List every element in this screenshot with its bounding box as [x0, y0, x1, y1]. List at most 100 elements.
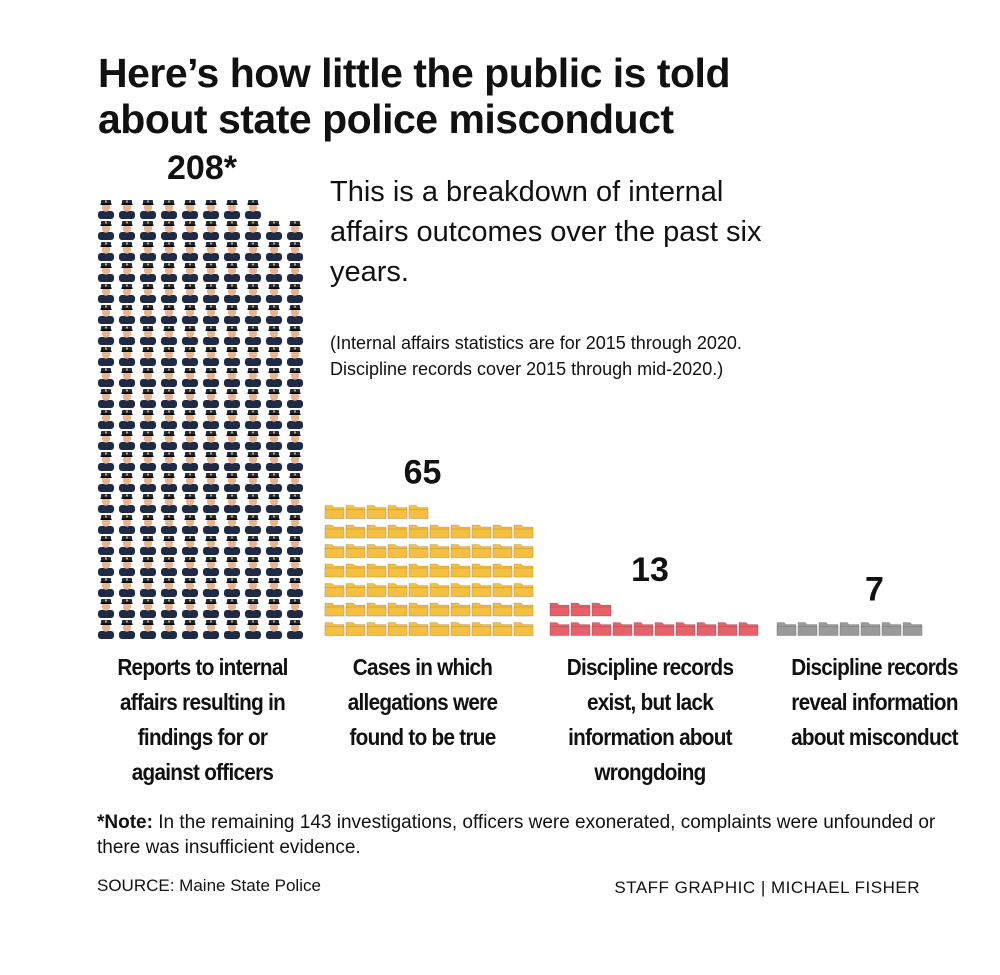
officer-badge [126, 368, 128, 371]
officer-visor [184, 308, 196, 310]
officer-body [224, 316, 240, 324]
officer-face [122, 392, 132, 401]
officer-face [185, 329, 195, 338]
officer-visor [121, 602, 133, 604]
officer-body [287, 379, 303, 387]
officer-face [290, 539, 300, 548]
folder-front [345, 509, 366, 519]
officer-face [206, 350, 216, 359]
officer-visor [142, 434, 154, 436]
officer-body [224, 505, 240, 513]
folder-front [408, 528, 429, 539]
officer-badge [210, 578, 212, 581]
note-text: In the remaining 143 investigations, off… [97, 812, 936, 858]
officer-body [245, 631, 261, 639]
officer-body [203, 232, 219, 240]
officer-badge [210, 536, 212, 539]
officer-face [269, 245, 279, 254]
officer-body [161, 211, 177, 219]
officer-visor [268, 413, 280, 415]
folder-front [513, 626, 534, 636]
officer-body [119, 358, 135, 366]
officer-face [164, 539, 174, 548]
officer-visor [163, 392, 175, 394]
officer-face [122, 623, 132, 632]
officer-face [122, 497, 132, 506]
officer-body [245, 484, 261, 492]
officer-body [203, 400, 219, 408]
officer-face [206, 497, 216, 506]
officer-visor [268, 308, 280, 310]
folder-front [345, 528, 366, 539]
officer-face [290, 581, 300, 590]
officer-visor [268, 581, 280, 583]
officer-visor [268, 560, 280, 562]
officer-badge [231, 305, 233, 308]
folder-front [450, 626, 471, 636]
officer-badge [273, 557, 275, 560]
folder-front [408, 606, 429, 617]
officer-badge [210, 473, 212, 476]
officer-face [248, 266, 258, 275]
officer-badge [126, 494, 128, 497]
officer-body [140, 421, 156, 429]
officer-visor [100, 476, 112, 478]
note: *Note: In the remaining 143 investigatio… [97, 810, 947, 860]
officer-body [203, 568, 219, 576]
officer-face [227, 602, 237, 611]
officer-badge [273, 599, 275, 602]
officer-badge [168, 599, 170, 602]
officer-face [206, 560, 216, 569]
officer-badge [294, 347, 296, 350]
officer-badge [189, 494, 191, 497]
officer-badge [294, 536, 296, 539]
officer-badge [147, 326, 149, 329]
folder-front [549, 626, 570, 636]
officer-badge [105, 389, 107, 392]
officer-badge [126, 347, 128, 350]
officer-visor [247, 476, 259, 478]
folder-front [492, 587, 513, 597]
officer-badge [105, 515, 107, 518]
folder-front [513, 587, 534, 597]
officer-body [161, 316, 177, 324]
officer-face [101, 245, 111, 254]
officer-badge [252, 305, 254, 308]
officer-body [161, 358, 177, 366]
officer-face [101, 371, 111, 380]
folder-front [902, 626, 923, 636]
officer-body [266, 316, 282, 324]
officer-badge [168, 221, 170, 224]
officer-visor [121, 350, 133, 352]
officer-body [266, 358, 282, 366]
officer-visor [247, 560, 259, 562]
officer-body [140, 589, 156, 597]
officer-badge [168, 536, 170, 539]
officer-badge [168, 263, 170, 266]
officer-badge [294, 494, 296, 497]
officer-visor [163, 455, 175, 457]
officer-badge [273, 347, 275, 350]
officer-face [248, 329, 258, 338]
officer-body [203, 295, 219, 303]
officer-body [98, 358, 114, 366]
officer-body [287, 463, 303, 471]
officer-visor [268, 497, 280, 499]
folder-front [797, 626, 818, 636]
officer-face [248, 623, 258, 632]
folder-front [492, 606, 513, 617]
officer-badge [105, 305, 107, 308]
officer-body [119, 631, 135, 639]
officer-badge [126, 452, 128, 455]
officer-body [224, 442, 240, 450]
officer-face [101, 266, 111, 275]
officer-body [266, 274, 282, 282]
officer-badge [168, 347, 170, 350]
officer-visor [226, 455, 238, 457]
officer-face [227, 371, 237, 380]
officer-badge [294, 578, 296, 581]
officer-body [161, 610, 177, 618]
officer-visor [268, 329, 280, 331]
officer-face [227, 413, 237, 422]
officer-face [143, 581, 153, 590]
